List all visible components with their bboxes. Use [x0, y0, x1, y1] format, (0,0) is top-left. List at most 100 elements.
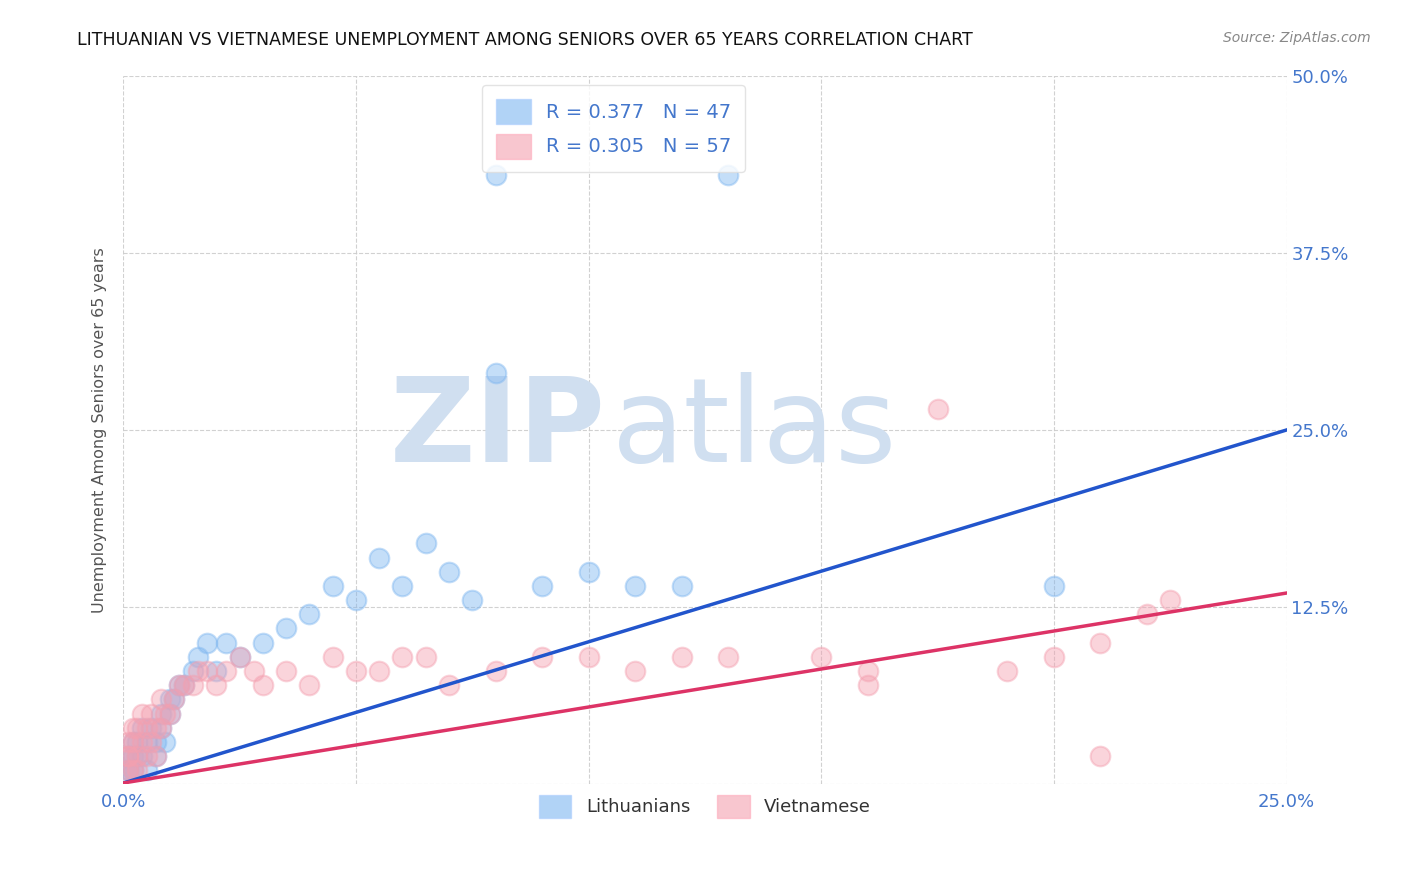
Point	[149, 721, 172, 735]
Point	[1043, 579, 1066, 593]
Point	[205, 678, 228, 692]
Point	[117, 764, 139, 778]
Point	[322, 649, 344, 664]
Point	[117, 749, 139, 764]
Point	[131, 735, 153, 749]
Point	[127, 749, 149, 764]
Point	[578, 565, 600, 579]
Point	[135, 749, 157, 764]
Point	[276, 622, 298, 636]
Point	[173, 678, 195, 692]
Point	[1159, 593, 1181, 607]
Point	[149, 692, 172, 706]
Point	[187, 649, 209, 664]
Point	[121, 764, 143, 778]
Point	[856, 678, 879, 692]
Point	[135, 721, 157, 735]
Point	[173, 678, 195, 692]
Point	[927, 401, 949, 416]
Point	[717, 649, 740, 664]
Point	[298, 607, 321, 622]
Point	[205, 664, 228, 678]
Point	[1090, 749, 1112, 764]
Point	[121, 735, 143, 749]
Point	[531, 579, 554, 593]
Point	[149, 721, 172, 735]
Point	[145, 749, 167, 764]
Point	[127, 764, 149, 778]
Text: atlas: atlas	[612, 373, 897, 487]
Point	[1043, 649, 1066, 664]
Point	[252, 635, 274, 649]
Point	[252, 678, 274, 692]
Point	[159, 706, 181, 721]
Point	[127, 735, 149, 749]
Point	[141, 721, 163, 735]
Point	[215, 635, 238, 649]
Point	[153, 735, 176, 749]
Point	[484, 664, 506, 678]
Point	[159, 706, 181, 721]
Point	[131, 721, 153, 735]
Point	[159, 692, 181, 706]
Point	[127, 721, 149, 735]
Point	[163, 692, 186, 706]
Point	[187, 664, 209, 678]
Point	[1090, 635, 1112, 649]
Point	[153, 706, 176, 721]
Point	[437, 565, 460, 579]
Point	[141, 735, 163, 749]
Point	[242, 664, 264, 678]
Point	[298, 678, 321, 692]
Point	[415, 649, 437, 664]
Point	[195, 635, 218, 649]
Point	[117, 764, 139, 778]
Point	[717, 168, 740, 182]
Point	[181, 678, 204, 692]
Point	[141, 706, 163, 721]
Point	[135, 764, 157, 778]
Point	[856, 664, 879, 678]
Point	[415, 536, 437, 550]
Point	[181, 664, 204, 678]
Text: LITHUANIAN VS VIETNAMESE UNEMPLOYMENT AMONG SENIORS OVER 65 YEARS CORRELATION CH: LITHUANIAN VS VIETNAMESE UNEMPLOYMENT AM…	[77, 31, 973, 49]
Point	[117, 749, 139, 764]
Y-axis label: Unemployment Among Seniors over 65 years: Unemployment Among Seniors over 65 years	[93, 247, 107, 613]
Point	[121, 721, 143, 735]
Point	[484, 168, 506, 182]
Point	[228, 649, 250, 664]
Point	[135, 735, 157, 749]
Point	[624, 664, 647, 678]
Point	[671, 579, 693, 593]
Point	[145, 749, 167, 764]
Point	[127, 749, 149, 764]
Point	[145, 721, 167, 735]
Point	[344, 664, 367, 678]
Point	[1136, 607, 1159, 622]
Point	[117, 749, 139, 764]
Point	[167, 678, 190, 692]
Point	[810, 649, 832, 664]
Legend: Lithuanians, Vietnamese: Lithuanians, Vietnamese	[531, 788, 879, 825]
Point	[167, 678, 190, 692]
Point	[671, 649, 693, 664]
Point	[121, 735, 143, 749]
Point	[228, 649, 250, 664]
Point	[131, 749, 153, 764]
Point	[531, 649, 554, 664]
Point	[117, 764, 139, 778]
Point	[368, 550, 391, 565]
Point	[461, 593, 484, 607]
Point	[215, 664, 238, 678]
Point	[344, 593, 367, 607]
Point	[131, 706, 153, 721]
Text: ZIP: ZIP	[389, 373, 606, 487]
Point	[391, 579, 413, 593]
Point	[437, 678, 460, 692]
Point	[117, 735, 139, 749]
Point	[195, 664, 218, 678]
Point	[149, 706, 172, 721]
Point	[484, 366, 506, 380]
Point	[163, 692, 186, 706]
Point	[276, 664, 298, 678]
